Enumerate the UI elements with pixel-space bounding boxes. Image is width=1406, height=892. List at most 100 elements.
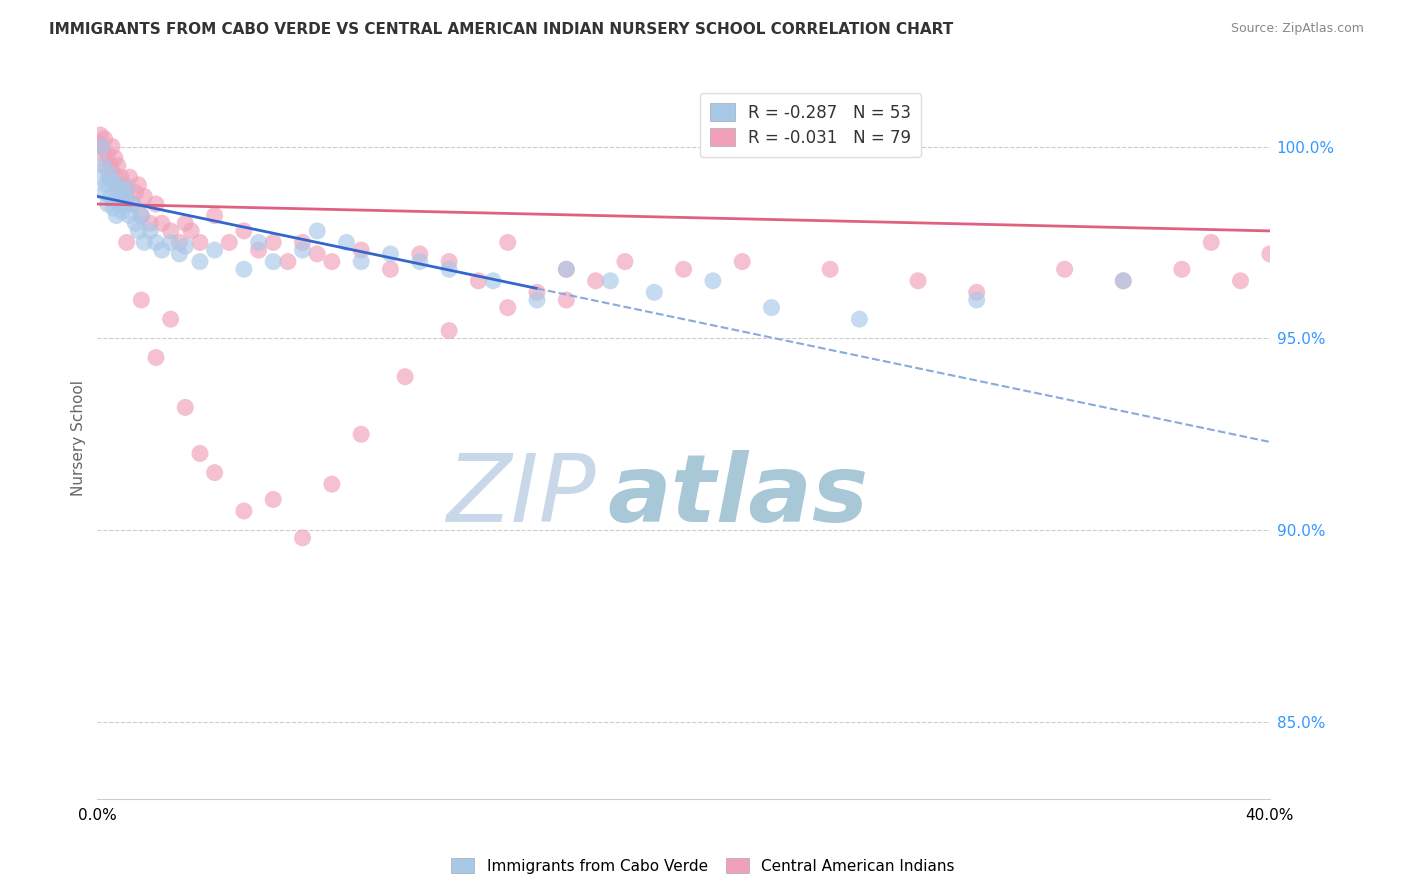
Point — [335, 235, 357, 250]
Text: Source: ZipAtlas.com: Source: ZipAtlas.com — [1230, 22, 1364, 36]
Point — [188, 446, 211, 460]
Point — [966, 293, 988, 307]
Point — [124, 216, 146, 230]
Point — [437, 262, 460, 277]
Point — [115, 235, 138, 250]
Point — [107, 178, 129, 192]
Point — [1258, 247, 1281, 261]
Point — [112, 189, 135, 203]
Point — [101, 139, 124, 153]
Point — [1199, 235, 1222, 250]
Point — [93, 186, 115, 200]
Point — [93, 132, 115, 146]
Point — [150, 216, 173, 230]
Point — [218, 235, 240, 250]
Point — [94, 178, 117, 192]
Point — [98, 166, 121, 180]
Point — [90, 139, 112, 153]
Point — [118, 170, 141, 185]
Point — [643, 285, 665, 300]
Point — [91, 147, 114, 161]
Point — [672, 262, 695, 277]
Point — [91, 159, 114, 173]
Point — [134, 235, 156, 250]
Point — [103, 166, 125, 180]
Point — [89, 128, 111, 142]
Point — [94, 159, 117, 173]
Point — [526, 285, 548, 300]
Point — [188, 235, 211, 250]
Point — [131, 293, 153, 307]
Point — [496, 235, 519, 250]
Point — [145, 235, 167, 250]
Point — [409, 254, 432, 268]
Point — [247, 235, 270, 250]
Point — [118, 209, 141, 223]
Point — [848, 312, 870, 326]
Point — [139, 216, 162, 230]
Point — [585, 274, 607, 288]
Point — [108, 197, 131, 211]
Point — [104, 151, 127, 165]
Point — [101, 174, 124, 188]
Point — [87, 136, 110, 150]
Point — [818, 262, 841, 277]
Point — [966, 285, 988, 300]
Point — [107, 159, 129, 173]
Point — [350, 254, 373, 268]
Point — [105, 209, 128, 223]
Point — [555, 293, 578, 307]
Point — [103, 201, 125, 215]
Point — [761, 301, 783, 315]
Point — [307, 247, 329, 261]
Y-axis label: Nursery School: Nursery School — [72, 380, 86, 496]
Point — [496, 301, 519, 315]
Point — [380, 262, 402, 277]
Point — [97, 147, 120, 161]
Point — [291, 243, 314, 257]
Point — [247, 243, 270, 257]
Point — [131, 209, 153, 223]
Point — [111, 197, 134, 211]
Point — [437, 254, 460, 268]
Point — [169, 247, 191, 261]
Point — [204, 209, 226, 223]
Point — [159, 235, 181, 250]
Point — [127, 178, 149, 192]
Point — [114, 197, 136, 211]
Point — [110, 170, 132, 185]
Point — [394, 369, 416, 384]
Point — [204, 243, 226, 257]
Point — [555, 262, 578, 277]
Point — [731, 254, 754, 268]
Point — [277, 254, 299, 268]
Text: ZIP: ZIP — [446, 450, 596, 541]
Point — [174, 401, 197, 415]
Point — [174, 216, 197, 230]
Point — [150, 243, 173, 257]
Point — [104, 193, 127, 207]
Point — [1053, 262, 1076, 277]
Point — [380, 247, 402, 261]
Point — [482, 274, 505, 288]
Point — [90, 139, 112, 153]
Point — [291, 235, 314, 250]
Legend: Immigrants from Cabo Verde, Central American Indians: Immigrants from Cabo Verde, Central Amer… — [446, 852, 960, 880]
Text: IMMIGRANTS FROM CABO VERDE VS CENTRAL AMERICAN INDIAN NURSERY SCHOOL CORRELATION: IMMIGRANTS FROM CABO VERDE VS CENTRAL AM… — [49, 22, 953, 37]
Point — [350, 243, 373, 257]
Point — [1171, 262, 1194, 277]
Point — [121, 197, 143, 211]
Point — [1229, 274, 1251, 288]
Point — [599, 274, 621, 288]
Legend: R = -0.287   N = 53, R = -0.031   N = 79: R = -0.287 N = 53, R = -0.031 N = 79 — [700, 93, 921, 157]
Point — [907, 274, 929, 288]
Point — [110, 186, 132, 200]
Point — [526, 293, 548, 307]
Point — [613, 254, 636, 268]
Point — [108, 186, 131, 200]
Point — [180, 224, 202, 238]
Point — [350, 427, 373, 442]
Point — [145, 351, 167, 365]
Point — [307, 224, 329, 238]
Point — [121, 197, 143, 211]
